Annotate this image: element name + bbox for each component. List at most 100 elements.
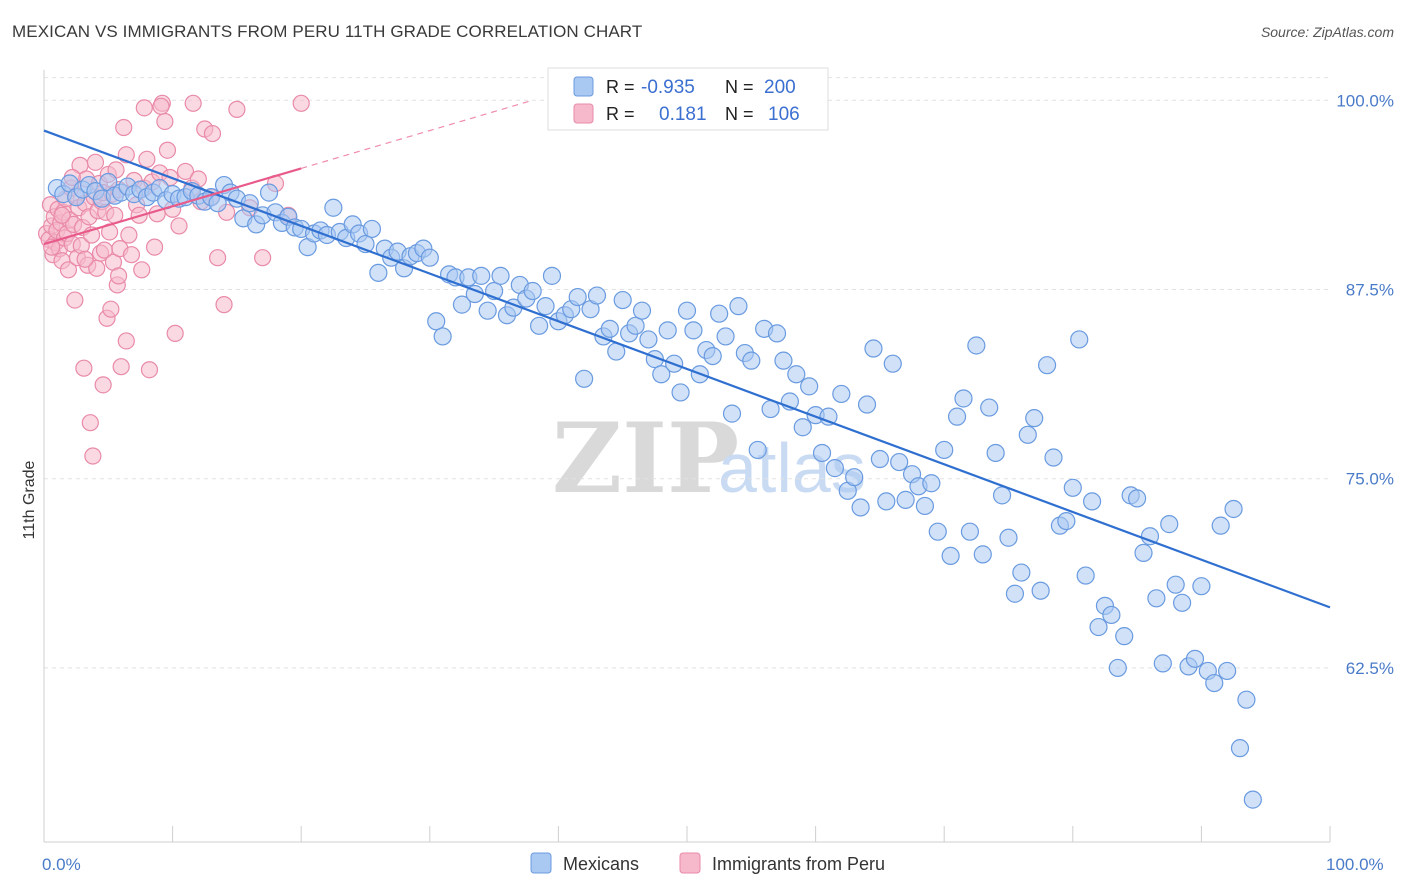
mexicans-point-180 xyxy=(1205,673,1224,693)
peru-point-61 xyxy=(122,246,141,264)
mexicans-point-63 xyxy=(452,295,472,314)
mexicans-point-151 xyxy=(1018,425,1037,444)
peru-point-33 xyxy=(81,414,99,432)
mexicans-point-86 xyxy=(600,319,619,338)
bottom-legend-label-mexicans: Mexicans xyxy=(563,854,639,874)
y-tick-label-3: 100.0% xyxy=(1336,91,1394,110)
mexicans-point-106 xyxy=(729,297,748,316)
mexicans-point-104 xyxy=(716,327,735,346)
mexicans-point-164 xyxy=(1102,605,1121,625)
legend-swatch-peru xyxy=(573,103,594,124)
mexicans-point-117 xyxy=(800,377,819,396)
mexicans-point-166 xyxy=(1115,627,1134,646)
x-tick-label-max: 100.0% xyxy=(1326,855,1384,874)
peru-point-92 xyxy=(166,324,184,342)
mexicans-point-116 xyxy=(793,418,812,437)
legend-swatch-mexicans xyxy=(573,76,594,97)
mexicans-point-43 xyxy=(324,198,343,217)
mexicans-point-160 xyxy=(1076,566,1095,585)
peru-point-104 xyxy=(184,94,202,112)
y-axis-title: 11th Grade xyxy=(21,460,38,539)
legend-r-value-mexicans: -0.935 xyxy=(641,77,695,98)
mexicans-point-82 xyxy=(575,369,594,388)
bottom-legend-swatch-peru xyxy=(679,852,701,874)
mexicans-point-135 xyxy=(915,496,935,516)
mexicans-point-136 xyxy=(922,474,941,493)
mexicans-point-146 xyxy=(986,443,1005,463)
peru-point-98 xyxy=(53,206,71,224)
mexicans-point-138 xyxy=(935,440,954,460)
mexicans-point-171 xyxy=(1147,589,1166,608)
mexicans-point-125 xyxy=(851,498,870,517)
legend-r-value-peru: 0.181 xyxy=(659,104,707,125)
mexicans-point-113 xyxy=(774,351,793,370)
mexicans-point-49 xyxy=(362,219,382,239)
mexicans-point-115 xyxy=(787,365,806,384)
mexicans-point-75 xyxy=(530,316,549,335)
mexicans-point-154 xyxy=(1037,356,1057,375)
peru-point-58 xyxy=(115,118,133,137)
mexicans-point-174 xyxy=(1166,575,1185,594)
legend-n-label-mexicans: N = xyxy=(725,77,754,97)
axes xyxy=(43,70,1331,843)
mexicans-point-105 xyxy=(722,404,742,423)
mexicans-point-132 xyxy=(896,490,915,509)
peru-point-70 xyxy=(145,238,164,256)
mexicans-point-183 xyxy=(1224,499,1243,519)
mexicans-point-33 xyxy=(259,183,279,202)
mexicans-point-127 xyxy=(864,339,883,358)
source-label: Source: ZipAtlas.com xyxy=(1260,24,1394,40)
mexicans-point-121 xyxy=(825,459,844,478)
peru-point-88 xyxy=(254,249,272,267)
mexicans-point-131 xyxy=(890,452,909,472)
mexicans-point-77 xyxy=(542,266,562,285)
mexicans-point-74 xyxy=(523,281,542,301)
mexicans-point-140 xyxy=(947,407,967,426)
mexicans-point-145 xyxy=(980,398,999,417)
peru-point-16 xyxy=(59,261,78,279)
mexicans-point-98 xyxy=(677,301,697,320)
mexicans-point-88 xyxy=(613,290,632,310)
peru-point-65 xyxy=(133,261,151,279)
mexicans-point-50 xyxy=(369,263,388,282)
peru-point-28 xyxy=(75,359,93,377)
mexicans-point-161 xyxy=(1082,492,1102,511)
mexicans-point-81 xyxy=(568,287,587,307)
legend-r-label-peru: R = xyxy=(606,104,635,124)
mexicans-point-130 xyxy=(883,354,902,373)
mexicans-point-59 xyxy=(427,312,446,331)
mexicans-point-119 xyxy=(812,443,832,463)
y-tick-labels: 62.5% 75.0% 87.5% 100.0% xyxy=(1336,91,1394,678)
mexicans-point-152 xyxy=(1025,409,1044,428)
mexicans-point-129 xyxy=(877,492,896,511)
series-mexicans-points xyxy=(47,172,1262,809)
y-tick-label-2: 87.5% xyxy=(1346,280,1394,299)
mexicans-point-58 xyxy=(420,248,439,267)
peru-point-57 xyxy=(112,358,130,376)
mexicans-point-173 xyxy=(1160,515,1179,534)
x-tick-label-min: 0.0% xyxy=(42,855,81,874)
peru-point-95 xyxy=(76,250,94,268)
mexicans-point-175 xyxy=(1173,593,1192,612)
trend-line-peru-extension xyxy=(301,99,533,169)
mexicans-point-144 xyxy=(973,545,992,564)
mexicans-point-122 xyxy=(832,384,851,404)
mexicans-point-109 xyxy=(748,440,767,460)
y-tick-label-0: 62.5% xyxy=(1346,659,1394,678)
watermark-zip: ZIP xyxy=(552,402,739,515)
chart-title: MEXICAN VS IMMIGRANTS FROM PERU 11TH GRA… xyxy=(12,22,643,41)
peru-point-35 xyxy=(84,447,102,465)
trend-line-mexicans xyxy=(43,129,1331,609)
peru-point-79 xyxy=(176,162,195,181)
mexicans-point-168 xyxy=(1127,489,1147,508)
mexicans-point-181 xyxy=(1211,516,1230,535)
mexicans-point-165 xyxy=(1108,658,1127,678)
peru-point-85 xyxy=(215,296,233,314)
mexicans-point-84 xyxy=(587,286,607,305)
mexicans-point-149 xyxy=(1005,584,1025,603)
peru-point-84 xyxy=(209,249,227,267)
bottom-legend-swatch-mexicans xyxy=(530,852,552,874)
mexicans-point-95 xyxy=(658,321,677,340)
peru-point-102 xyxy=(135,99,153,117)
mexicans-point-148 xyxy=(999,528,1018,547)
